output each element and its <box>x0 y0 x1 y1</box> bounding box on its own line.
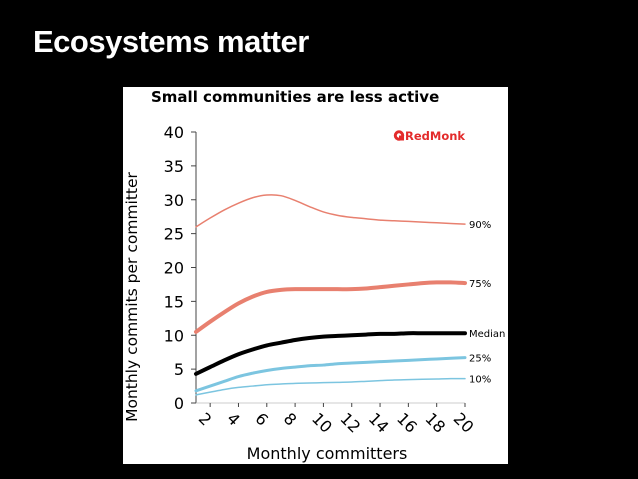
x-tick-label: 2 <box>195 409 216 430</box>
x-tick-label: 4 <box>223 409 244 430</box>
series-line-75-pct <box>194 280 467 334</box>
x-tick-label: 12 <box>336 409 364 437</box>
redmonk-logo: RedMonk <box>393 129 465 143</box>
redmonk-logo-icon <box>393 130 405 141</box>
chart-panel: Small communities are less active RedMon… <box>123 87 508 464</box>
series-line-90-pct <box>195 194 466 228</box>
series-line-median <box>194 331 467 376</box>
x-tick-label: 6 <box>251 409 272 430</box>
series-label-10-pct: 10% <box>469 375 491 386</box>
x-axis-label: Monthly committers <box>247 444 408 463</box>
series-line-10-pct <box>195 377 466 396</box>
y-tick-label: 35 <box>164 157 184 176</box>
chart-svg: Small communities are less active RedMon… <box>123 88 505 463</box>
redmonk-logo-text: RedMonk <box>405 129 465 143</box>
y-tick-label: 10 <box>164 326 184 345</box>
x-tick-label: 16 <box>393 409 421 437</box>
y-tick-label: 5 <box>174 360 184 379</box>
y-tick-label: 40 <box>164 123 184 142</box>
y-tick-label: 25 <box>164 225 184 244</box>
y-tick-label: 15 <box>164 292 184 311</box>
x-tick-label: 20 <box>450 409 478 437</box>
x-tick-label: 10 <box>308 409 336 437</box>
series-label-75-pct: 75% <box>469 279 491 290</box>
y-tick-label: 30 <box>164 191 184 210</box>
series-lines <box>194 194 467 396</box>
series-label-90-pct: 90% <box>469 220 491 231</box>
series-labels: 90% 75% Median 25% 10% <box>469 220 505 385</box>
y-axis-label: Monthly commits per committer <box>123 171 141 421</box>
y-tick-label: 20 <box>164 259 184 278</box>
x-tick-label: 14 <box>365 409 393 437</box>
y-tick-label: 0 <box>174 394 184 413</box>
x-tick-label: 8 <box>280 409 301 430</box>
series-label-median: Median <box>469 329 505 340</box>
series-label-25-pct: 25% <box>469 354 491 365</box>
x-tick-label: 18 <box>421 409 449 437</box>
slide-title: Ecosystems matter <box>33 24 309 59</box>
chart-title: Small communities are less active <box>151 88 439 106</box>
series-line-25-pct <box>194 356 467 393</box>
